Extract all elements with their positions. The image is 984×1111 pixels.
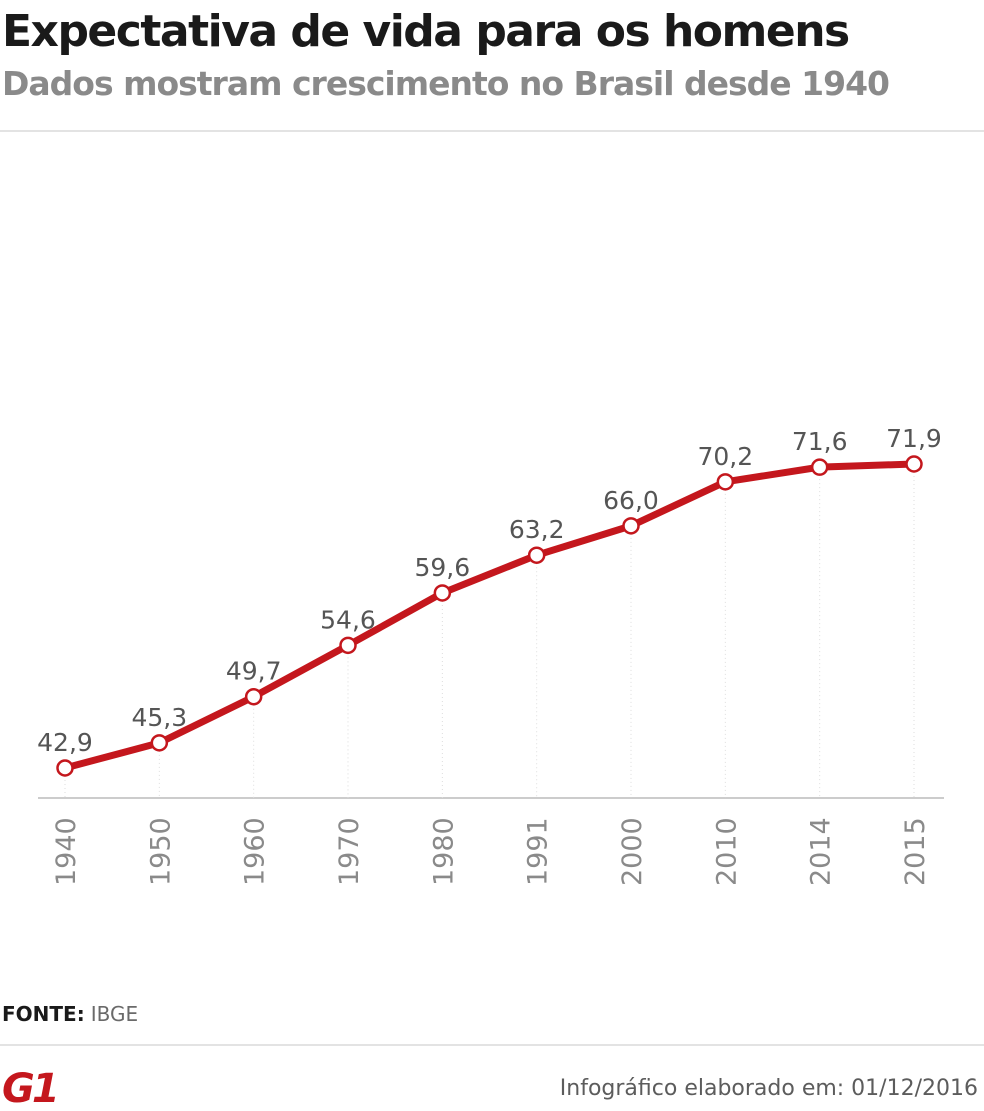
data-label-2014: 71,6 [792, 427, 848, 456]
data-point-1970 [339, 636, 357, 655]
data-point-2014 [810, 458, 829, 476]
data-point-1960 [244, 687, 263, 706]
data-label-1940: 42,9 [37, 728, 93, 757]
footer-divider [0, 1044, 984, 1046]
chart-subtitle: Dados mostram crescimento no Brasil desd… [2, 64, 890, 103]
data-point-1950 [150, 734, 169, 752]
line-layer [61, 460, 918, 772]
data-point-2010 [716, 473, 735, 491]
x-tick-label-1970: 1970 [334, 817, 365, 886]
series-line [61, 460, 918, 772]
data-point-1940 [56, 759, 74, 777]
data-point-1980 [433, 584, 452, 602]
data-label-2015: 71,9 [886, 424, 942, 453]
data-label-1991: 63,2 [509, 515, 565, 544]
x-tick-label-1960: 1960 [240, 817, 271, 886]
source-note: FONTE: IBGE [2, 1000, 138, 1028]
x-tick-label-1980: 1980 [428, 817, 459, 886]
data-point-1991 [527, 546, 546, 564]
point-layer [56, 455, 923, 777]
line-chart: 42,9 45,3 49,7 54,6 59,6 63,2 66,0 70,2 71,6 71,9… [37, 424, 944, 886]
data-label-1960: 49,7 [226, 657, 282, 686]
label-layer: 42,9 45,3 49,7 54,6 59,6 63,2 66,0 70,2 71,6 71,9 [37, 424, 942, 757]
data-label-1950: 45,3 [131, 703, 187, 732]
data-label-2010: 70,2 [697, 442, 753, 471]
x-tick-label-2010: 2010 [711, 817, 742, 886]
x-tick-label-2015: 2015 [900, 817, 931, 886]
data-point-2015 [905, 455, 923, 473]
data-label-2000: 66,0 [603, 486, 659, 515]
source-label: FONTE: [2, 1002, 85, 1026]
x-tick-label-1950: 1950 [145, 817, 176, 886]
data-label-1970: 54,6 [320, 605, 376, 634]
x-tick-label-1991: 1991 [523, 817, 554, 886]
x-tick-label-1940: 1940 [51, 817, 82, 886]
x-tick-label-2000: 2000 [617, 817, 648, 886]
x-tick-label-2014: 2014 [806, 817, 837, 886]
source-value: IBGE [90, 1002, 139, 1026]
infographic-credit: Infográfico elaborado em: 01/12/2016 [559, 1076, 978, 1101]
data-label-1980: 59,6 [414, 553, 470, 582]
g1-logo: G1 [2, 1066, 60, 1108]
chart-title: Expectativa de vida para os homens [2, 6, 850, 57]
data-point-2000 [622, 517, 640, 535]
g1-logo-text: G1 [2, 1066, 57, 1108]
header-divider [0, 130, 984, 132]
guide-layer [64, 472, 915, 798]
tick-layer: 1940 1950 1960 1970 1980 1991 2000 2010 2014 2015 [51, 817, 931, 886]
